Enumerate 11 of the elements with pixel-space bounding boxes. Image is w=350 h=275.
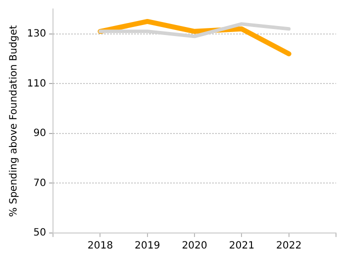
x-tick-label: 2022 bbox=[276, 240, 302, 252]
y-tick-label: 50 bbox=[33, 228, 46, 239]
y-tick-label: 130 bbox=[26, 28, 46, 40]
y-tick-label: 110 bbox=[26, 78, 46, 90]
y-tick-label: 70 bbox=[33, 178, 46, 189]
x-tick-label: 2020 bbox=[182, 240, 208, 252]
y-axis-title: % Spending above Foundation Budget bbox=[8, 25, 20, 217]
x-tick-label: 2018 bbox=[88, 240, 113, 252]
x-tick-label: 2021 bbox=[228, 240, 254, 252]
x-tick-label: 2019 bbox=[134, 240, 160, 252]
y-tick-label: 90 bbox=[33, 128, 46, 140]
